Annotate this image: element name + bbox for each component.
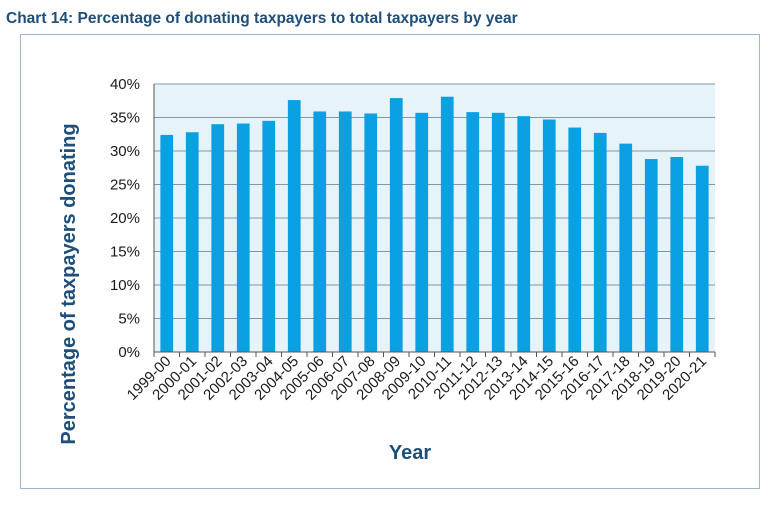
- bars: [160, 96, 709, 352]
- bar-2002-03: [236, 123, 250, 352]
- bar-2003-04: [262, 120, 276, 352]
- y-tick-label: 0%: [118, 344, 140, 361]
- bar-2014-15: [542, 119, 556, 352]
- bar-2016-17: [593, 132, 607, 352]
- y-tick-label: 35%: [110, 110, 140, 127]
- bar-2012-13: [491, 112, 505, 352]
- chart-frame: [20, 34, 760, 489]
- bar-2017-18: [619, 143, 633, 352]
- y-tick-label: 25%: [110, 177, 140, 194]
- bar-2007-08: [364, 113, 378, 352]
- y-tick-labels: 0% 5% 10% 15% 20% 25% 30% 35% 40%: [110, 76, 140, 361]
- bar-2006-07: [338, 111, 352, 352]
- bar-2019-20: [670, 157, 684, 352]
- bar-2005-06: [313, 111, 327, 352]
- bar-2010-11: [440, 96, 454, 352]
- bar-2004-05: [287, 100, 301, 352]
- bar-2001-02: [211, 124, 225, 352]
- axes: [153, 84, 716, 357]
- y-tick-label: 10%: [110, 277, 140, 294]
- bar-2009-10: [415, 112, 429, 352]
- bar-2011-12: [466, 112, 480, 352]
- y-tick-label: 30%: [110, 143, 140, 160]
- y-tick-label: 5%: [118, 311, 140, 328]
- x-tick-labels: 1999-002000-012001-022002-032003-042004-…: [124, 353, 710, 404]
- bar-2018-19: [644, 159, 658, 352]
- bar-2020-21: [695, 165, 709, 352]
- chart-title: Chart 14: Percentage of donating taxpaye…: [6, 10, 518, 27]
- bar-2015-16: [568, 127, 582, 352]
- y-tick-label: 15%: [110, 244, 140, 261]
- y-axis-title: Percentage of taxpayers donating: [58, 123, 80, 444]
- bar-1999-00: [160, 134, 174, 352]
- bar-2000-01: [185, 132, 199, 352]
- y-tick-label: 20%: [110, 210, 140, 227]
- x-axis-title: Year: [389, 442, 431, 464]
- y-tick-label: 40%: [110, 76, 140, 93]
- bar-2013-14: [517, 116, 531, 352]
- bar-2008-09: [389, 98, 403, 352]
